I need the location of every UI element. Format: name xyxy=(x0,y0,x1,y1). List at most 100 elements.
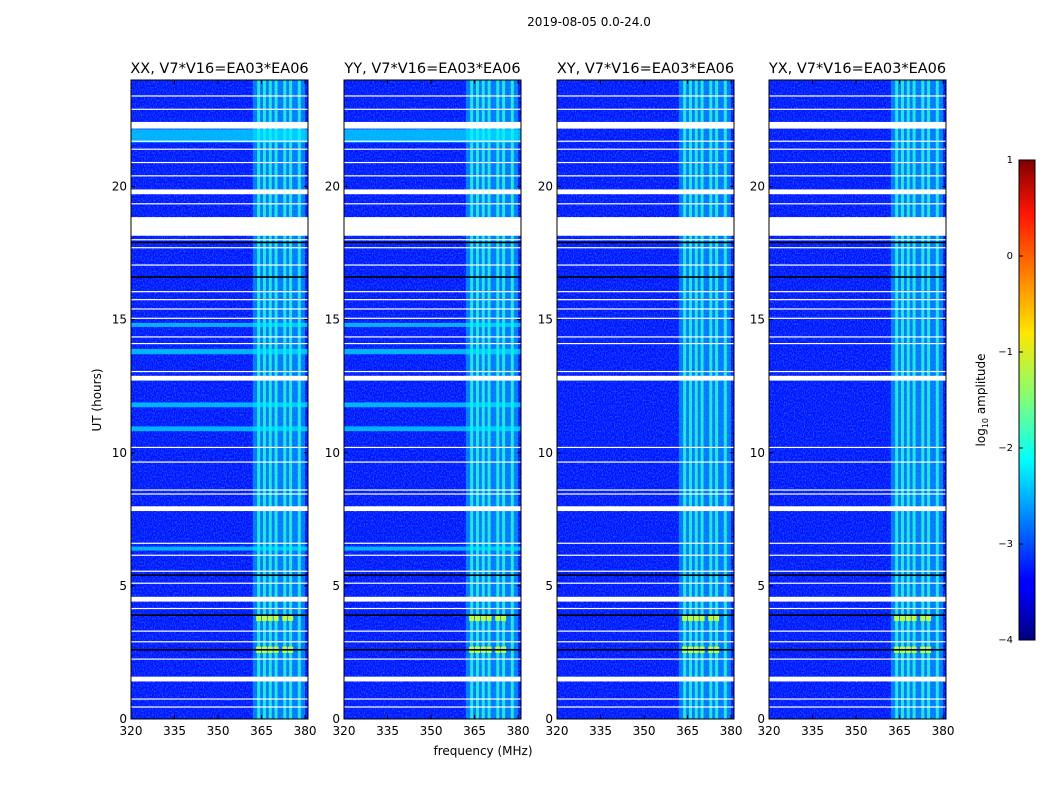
flagged-row xyxy=(557,264,734,266)
flagged-row xyxy=(557,95,734,97)
rfi-column xyxy=(510,80,514,719)
flagged-row xyxy=(557,247,734,249)
rfi-burst xyxy=(687,614,693,622)
bright-row xyxy=(344,546,521,551)
bright-row xyxy=(131,348,308,355)
rfi-burst xyxy=(708,614,714,622)
rfi-burst xyxy=(905,614,911,622)
colorbar: 10−1−2−3−4 log10 amplitude xyxy=(974,155,1036,646)
flagged-row xyxy=(557,291,734,293)
rfi-column xyxy=(268,80,272,719)
flagged-row xyxy=(131,370,308,373)
rfi-column xyxy=(283,80,287,719)
flagged-row xyxy=(557,493,734,495)
dark-row xyxy=(131,574,308,577)
rfi-burst xyxy=(267,614,273,622)
heatmap-cells xyxy=(557,80,734,719)
flagged-row xyxy=(344,375,521,381)
bright-row xyxy=(131,402,308,408)
flagged-row xyxy=(769,506,946,512)
flagged-row xyxy=(557,217,734,236)
flagged-row xyxy=(769,375,946,381)
flagged-row xyxy=(557,630,734,632)
rfi-column xyxy=(470,80,474,719)
bright-row xyxy=(344,322,521,327)
rfi-burst xyxy=(894,614,900,622)
colorbar-tick-label: −1 xyxy=(998,347,1013,358)
rfi-column xyxy=(481,80,485,719)
y-tick-label: 5 xyxy=(119,579,127,593)
x-tick-label: 350 xyxy=(633,724,656,738)
y-tick-label: 10 xyxy=(325,446,340,460)
rfi-column xyxy=(921,80,925,719)
y-tick-label: 15 xyxy=(538,313,553,327)
flagged-row xyxy=(557,375,734,381)
flagged-row xyxy=(344,175,521,177)
rfi-column xyxy=(496,80,500,719)
flagged-row xyxy=(769,140,946,142)
y-tick-label: 10 xyxy=(112,446,127,460)
colorbar-ticks: 1 0 −1 −2 −3 −4 xyxy=(998,155,1023,646)
flagged-row xyxy=(557,108,734,110)
bright-row xyxy=(131,322,308,327)
flagged-row xyxy=(769,596,946,602)
flagged-row xyxy=(769,461,946,463)
flagged-row xyxy=(131,630,308,632)
flagged-row xyxy=(344,446,521,449)
flagged-row xyxy=(131,336,308,338)
flagged-row xyxy=(344,461,521,463)
flagged-row xyxy=(131,506,308,512)
x-tick-label: 320 xyxy=(546,724,569,738)
dark-row xyxy=(344,241,521,244)
panel-title: YX, V7*V16=EA03*EA06 xyxy=(768,61,946,77)
flagged-row xyxy=(344,542,521,544)
flagged-row xyxy=(344,299,521,301)
flagged-row xyxy=(131,698,308,700)
flagged-row xyxy=(769,676,946,682)
flagged-row xyxy=(344,489,521,491)
rfi-burst xyxy=(474,614,480,622)
y-tick-label: 0 xyxy=(545,712,553,726)
flagged-row xyxy=(557,148,734,150)
flagged-row xyxy=(769,446,946,449)
bright-row xyxy=(344,402,521,408)
flagged-row xyxy=(769,121,946,129)
flagged-row xyxy=(557,299,734,301)
rfi-column xyxy=(709,80,713,719)
flagged-row xyxy=(131,239,308,241)
colorbar-label: log10 amplitude xyxy=(974,354,990,447)
flagged-row xyxy=(557,140,734,142)
flagged-row xyxy=(557,542,734,544)
flagged-row xyxy=(769,706,946,708)
flagged-row xyxy=(131,161,308,164)
flagged-row xyxy=(344,554,521,556)
x-tick-label: 335 xyxy=(376,724,399,738)
flagged-row xyxy=(769,570,946,572)
flagged-row xyxy=(769,542,946,544)
flagged-row xyxy=(344,247,521,249)
rfi-column xyxy=(715,80,719,719)
flagged-row xyxy=(344,596,521,602)
flagged-row xyxy=(344,607,521,610)
rfi-column xyxy=(289,80,293,719)
flagged-row xyxy=(344,291,521,293)
dark-row xyxy=(344,648,521,651)
dark-row xyxy=(344,574,521,577)
rfi-burst xyxy=(486,614,492,622)
x-tick-label: 380 xyxy=(932,724,955,738)
rfi-burst xyxy=(469,614,475,622)
flagged-row xyxy=(344,217,521,236)
flagged-row xyxy=(131,542,308,544)
flagged-row xyxy=(344,140,521,142)
y-tick-label: 5 xyxy=(545,579,553,593)
rfi-burst xyxy=(693,614,699,622)
flagged-row xyxy=(557,489,734,491)
rfi-burst xyxy=(501,614,507,622)
panel-title: YY, V7*V16=EA03*EA06 xyxy=(343,61,520,77)
flagged-row xyxy=(557,698,734,700)
flagged-row xyxy=(557,658,734,660)
panel-frame xyxy=(130,79,309,720)
rfi-column xyxy=(906,80,910,719)
x-tick-label: 350 xyxy=(207,724,230,738)
rfi-burst xyxy=(480,614,486,622)
